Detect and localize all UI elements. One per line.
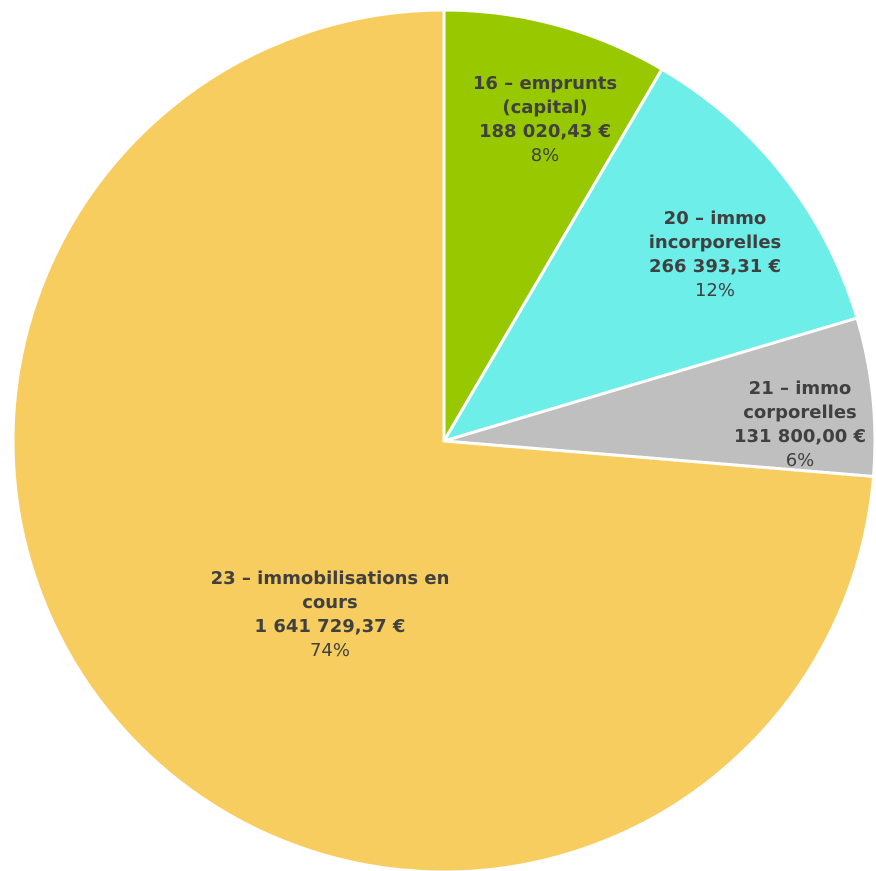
slice-category: 21 – immo corporelles xyxy=(743,378,857,423)
slice-amount: 131 800,00 € xyxy=(733,426,867,447)
slice-percent: 8% xyxy=(530,145,560,166)
slice-amount: 266 393,31 € xyxy=(648,256,782,277)
slice-percent: 74% xyxy=(309,640,350,661)
slice-category: 16 – emprunts (capital) xyxy=(472,73,618,118)
slice-amount: 188 020,43 € xyxy=(478,121,612,142)
pie-slice xyxy=(442,316,876,478)
data-label: 20 – immo incorporelles 266 393,31 € 12% xyxy=(615,207,815,303)
pie-slice xyxy=(11,8,876,871)
data-label: 21 – immo corporelles 131 800,00 € 6% xyxy=(715,377,876,473)
slice-category: 23 – immobilisations en cours xyxy=(210,568,450,613)
slice-amount: 1 641 729,37 € xyxy=(254,616,406,637)
data-label: 16 – emprunts (capital) 188 020,43 € 8% xyxy=(450,72,640,168)
data-label: 23 – immobilisations en cours 1 641 729,3… xyxy=(205,567,455,663)
slice-category: 20 – immo incorporelles xyxy=(648,208,782,253)
slice-percent: 6% xyxy=(785,450,815,471)
pie-slice xyxy=(442,8,664,443)
slice-percent: 12% xyxy=(694,280,735,301)
